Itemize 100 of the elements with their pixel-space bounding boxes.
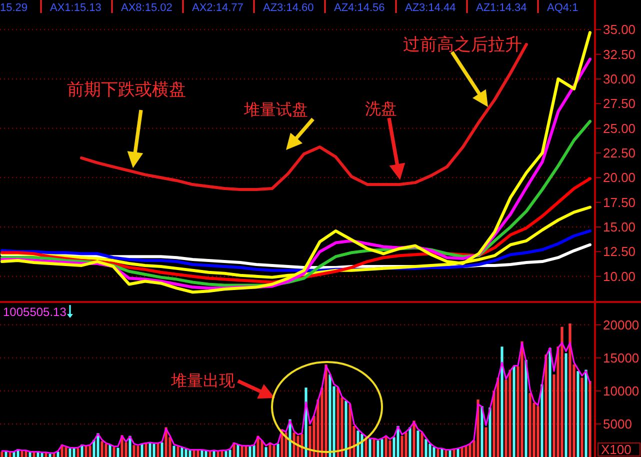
bar xyxy=(184,449,188,457)
bar xyxy=(152,444,156,457)
y-tick-label: 27.50 xyxy=(603,96,636,112)
bar xyxy=(140,444,144,457)
bar xyxy=(236,444,240,457)
bar xyxy=(300,434,304,457)
bar xyxy=(588,380,592,457)
line-series xyxy=(1,342,591,454)
bar xyxy=(0,452,4,457)
bar xyxy=(484,427,488,457)
bar xyxy=(64,447,68,457)
bar xyxy=(116,448,120,457)
y-tick-label: 20.00 xyxy=(603,170,636,186)
annotation: 15.29 xyxy=(0,2,28,14)
bar xyxy=(144,443,148,457)
bar xyxy=(432,447,436,457)
annotation: AX8:15.02 xyxy=(121,2,172,14)
annotation: 洗盘 xyxy=(365,100,397,118)
bar xyxy=(240,446,244,457)
bar xyxy=(336,388,340,457)
bar xyxy=(544,354,548,457)
bar xyxy=(56,452,60,457)
bar xyxy=(248,446,252,457)
bar xyxy=(176,446,180,457)
bar xyxy=(276,444,280,457)
bar xyxy=(328,374,332,457)
y-tick-label: 15.00 xyxy=(603,219,636,234)
bar xyxy=(560,326,564,457)
bar xyxy=(40,453,44,457)
bar xyxy=(480,406,484,457)
annotation: AZ1:14.34 xyxy=(476,2,527,14)
bar xyxy=(264,447,268,457)
bar xyxy=(576,371,580,457)
annotation: AQ4:1 xyxy=(547,2,578,14)
bar xyxy=(540,384,544,457)
bar xyxy=(524,360,528,457)
bar xyxy=(468,444,472,457)
bar xyxy=(548,348,552,457)
bar xyxy=(488,407,492,457)
bar xyxy=(440,448,444,457)
bar xyxy=(244,446,248,457)
y-tick-label: 20000 xyxy=(603,317,640,332)
y-tick-label: 12.50 xyxy=(603,244,636,260)
bar xyxy=(20,451,24,457)
y-tick-label: 5000 xyxy=(603,416,632,432)
bar xyxy=(512,366,516,457)
bar xyxy=(404,432,408,457)
bar xyxy=(84,446,88,457)
bar xyxy=(416,430,420,457)
bar xyxy=(172,446,176,457)
y-axis-title: X100 xyxy=(601,442,632,457)
bar xyxy=(388,440,392,457)
annotation: AZ4:14.56 xyxy=(334,2,385,14)
annotation: AX1:15.13 xyxy=(50,2,102,14)
bar xyxy=(272,446,276,457)
bar xyxy=(384,436,388,457)
bar xyxy=(100,441,104,457)
bar xyxy=(8,452,12,457)
annotation: AZ3:14.44 xyxy=(405,2,456,14)
y-tick-label: 22.50 xyxy=(603,145,636,160)
bar xyxy=(104,444,108,457)
bar xyxy=(88,446,92,457)
bar xyxy=(180,447,184,457)
bar xyxy=(412,420,416,457)
bar xyxy=(260,440,264,457)
bar xyxy=(464,446,468,457)
bar xyxy=(444,450,448,457)
bar xyxy=(112,447,116,457)
bar xyxy=(224,451,228,457)
bar xyxy=(528,392,532,457)
annotation: 过前高之后拉升 xyxy=(403,35,522,54)
bar xyxy=(160,442,164,457)
bar xyxy=(48,454,52,457)
bar xyxy=(500,346,504,457)
bar xyxy=(496,378,500,457)
y-tick-label: 17.50 xyxy=(603,194,636,210)
bar xyxy=(148,442,152,457)
bar xyxy=(252,445,256,457)
bar xyxy=(132,445,136,457)
annotation: 前期下跌或横盘 xyxy=(67,80,186,99)
y-tick-label: 25.00 xyxy=(603,120,636,136)
bar xyxy=(380,439,384,457)
bar xyxy=(536,406,540,457)
bar xyxy=(520,341,524,457)
annotation: AX2:14.77 xyxy=(192,2,244,14)
bar xyxy=(32,452,36,457)
annotation: 1005505.13 xyxy=(3,305,67,319)
bar xyxy=(324,364,328,457)
y-tick-label: 10000 xyxy=(603,383,640,398)
bar xyxy=(68,448,72,457)
bar xyxy=(508,370,512,457)
bar xyxy=(564,353,568,457)
bar xyxy=(436,449,440,457)
bar xyxy=(136,446,140,457)
bar xyxy=(424,439,428,457)
bar xyxy=(584,370,588,457)
bar xyxy=(76,448,80,457)
annotation: 堆量出现 xyxy=(170,372,235,390)
bar xyxy=(372,439,376,457)
y-tick-label: 10.00 xyxy=(603,268,636,284)
